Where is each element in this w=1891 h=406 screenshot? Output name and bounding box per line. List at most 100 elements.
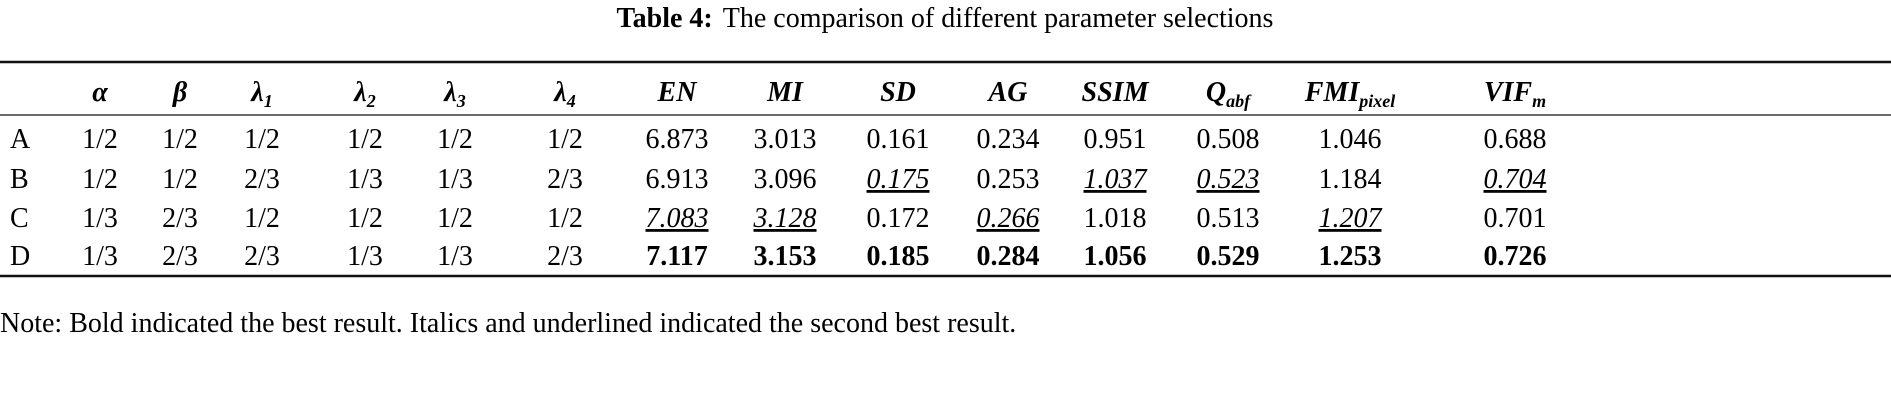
- cell: 7.083: [646, 203, 709, 234]
- cell: 2/3: [547, 241, 583, 272]
- header-base: λ: [353, 77, 366, 108]
- cell: 1/3: [347, 164, 383, 195]
- cell: 6.913: [646, 164, 709, 195]
- column-header: α: [92, 77, 108, 108]
- cell: 2/3: [244, 241, 280, 272]
- cell: 1/3: [82, 241, 118, 272]
- caption-text: The comparison of different parameter se…: [723, 3, 1274, 34]
- column-header: λ1: [250, 77, 272, 111]
- cell: 1.184: [1319, 164, 1382, 195]
- cell: 1/2: [437, 124, 473, 155]
- cell: 1/2: [162, 164, 198, 195]
- cell: 0.529: [1197, 241, 1260, 272]
- cell: 0.284: [977, 241, 1040, 272]
- cell: 1/2: [82, 124, 118, 155]
- header-base: SD: [880, 77, 916, 108]
- row-label: C: [10, 203, 29, 234]
- cell: 3.128: [753, 203, 817, 234]
- cell: 0.523: [1197, 164, 1260, 195]
- cell: 0.266: [977, 203, 1040, 234]
- cell: 1/2: [437, 203, 473, 234]
- cell: 2/3: [162, 241, 198, 272]
- column-header: λ2: [353, 77, 375, 111]
- header-base: EN: [657, 77, 699, 108]
- column-header: β: [172, 77, 188, 108]
- header-base: FMI: [1304, 77, 1361, 108]
- header-base: AG: [987, 77, 1028, 108]
- column-header: FMIpixel: [1304, 77, 1395, 111]
- cell: 1/3: [437, 164, 473, 195]
- caption: Table 4: The comparison of different para…: [617, 3, 1274, 34]
- cell: 0.513: [1197, 203, 1260, 234]
- caption-label: Table 4:: [617, 3, 713, 34]
- cell: 0.951: [1084, 124, 1147, 155]
- cell: 1/2: [347, 203, 383, 234]
- header-sub: m: [1532, 91, 1546, 111]
- row-label: B: [10, 164, 29, 195]
- cell: 0.234: [977, 124, 1040, 155]
- row-label: A: [10, 124, 31, 155]
- header-base: λ: [553, 77, 566, 108]
- cell: 0.175: [867, 164, 930, 195]
- header-sub: pixel: [1357, 91, 1395, 111]
- cell: 1/2: [244, 203, 280, 234]
- cell: 3.096: [754, 164, 817, 195]
- header-base: SSIM: [1082, 77, 1150, 108]
- cell: 0.701: [1484, 203, 1547, 234]
- header-base: β: [172, 77, 188, 108]
- cell: 2/3: [244, 164, 280, 195]
- cell: 0.688: [1484, 124, 1547, 155]
- cell: 1.207: [1319, 203, 1383, 234]
- header-sub: abf: [1226, 91, 1252, 111]
- cell: 1/2: [82, 164, 118, 195]
- cell: 0.172: [867, 203, 930, 234]
- column-header: EN: [657, 77, 699, 108]
- header-sub: 1: [264, 91, 273, 111]
- header-sub: 4: [566, 91, 576, 111]
- cell: 3.013: [754, 124, 817, 155]
- cell: 2/3: [162, 203, 198, 234]
- cell: 0.185: [867, 241, 930, 272]
- cell: 1.056: [1084, 241, 1147, 272]
- column-header: VIFm: [1484, 77, 1546, 111]
- column-header: AG: [987, 77, 1028, 108]
- cell: 2/3: [547, 164, 583, 195]
- header-base: α: [92, 77, 108, 108]
- header-base: λ: [443, 77, 456, 108]
- column-header: λ4: [553, 77, 575, 111]
- cell: 1.018: [1084, 203, 1147, 234]
- header-base: λ: [250, 77, 263, 108]
- cell: 1/3: [347, 241, 383, 272]
- cell: 0.704: [1484, 164, 1547, 195]
- header-sub: 2: [366, 91, 376, 111]
- cell: 1/3: [437, 241, 473, 272]
- header-base: Q: [1206, 77, 1226, 108]
- row-label: D: [10, 241, 30, 272]
- cell: 0.726: [1484, 241, 1547, 272]
- column-header: MI: [766, 77, 804, 108]
- header-base: MI: [766, 77, 804, 108]
- cell: 1/2: [162, 124, 198, 155]
- cell: 0.508: [1197, 124, 1260, 155]
- cell: 1/2: [547, 124, 583, 155]
- column-header: SSIM: [1082, 77, 1150, 108]
- column-header: SD: [880, 77, 916, 108]
- cell: 6.873: [646, 124, 709, 155]
- cell: 1.046: [1319, 124, 1382, 155]
- cell: 7.117: [646, 241, 707, 272]
- cell: 1/2: [244, 124, 280, 155]
- column-header: λ3: [443, 77, 465, 111]
- note: Note: Bold indicated the best result. It…: [0, 308, 1016, 339]
- cell: 1/3: [82, 203, 118, 234]
- cell: 1.037: [1084, 164, 1148, 195]
- header-base: VIF: [1484, 77, 1533, 108]
- column-header: Qabf: [1206, 77, 1252, 111]
- cell: 0.161: [867, 124, 930, 155]
- cell: 3.153: [754, 241, 817, 272]
- cell: 0.253: [977, 164, 1040, 195]
- cell: 1/2: [347, 124, 383, 155]
- cell: 1.253: [1319, 241, 1382, 272]
- cell: 1/2: [547, 203, 583, 234]
- header-sub: 3: [456, 91, 466, 111]
